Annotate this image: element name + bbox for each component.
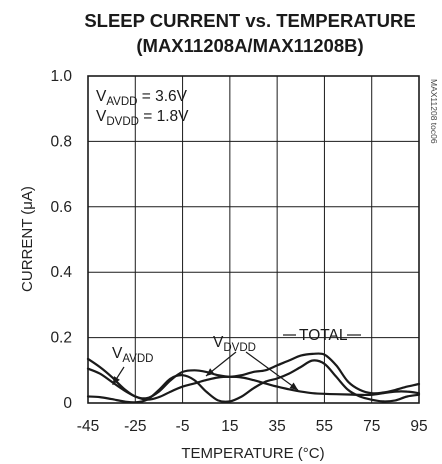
chart-title: SLEEP CURRENT vs. TEMPERATURE (84, 10, 415, 31)
series-line-vdvdd (86, 359, 421, 404)
x-tick-labels: -45 -25 -5 15 35 55 75 95 (77, 418, 428, 435)
label-vavdd: VAVDD (112, 345, 153, 365)
x-tick-label: 75 (363, 418, 380, 435)
label-vdvdd: VDVDD (213, 334, 256, 354)
x-tick-label: -45 (77, 418, 99, 435)
x-axis-label: TEMPERATURE (°C) (181, 445, 324, 462)
condition-vavdd: VAVDD = 3.6V (96, 88, 188, 108)
y-axis-label: CURRENT (μA) (19, 186, 36, 292)
arrow-vdvdd-left (205, 351, 237, 377)
series-labels: VAVDD VDVDD TOTAL (112, 327, 361, 391)
x-tick-label: -5 (176, 418, 190, 435)
y-tick-label: 0.4 (50, 264, 72, 281)
x-tick-label: 95 (410, 418, 427, 435)
series-line-total (86, 352, 421, 400)
x-tick-label: 55 (316, 418, 333, 435)
y-tick-label: 0.8 (50, 133, 72, 150)
x-tick-label: -25 (124, 418, 146, 435)
label-total: TOTAL (299, 327, 348, 344)
x-tick-label: 15 (221, 418, 238, 435)
plot-frame (87, 75, 420, 404)
y-tick-label: 0.6 (50, 199, 72, 216)
y-tick-label: 1.0 (50, 68, 72, 85)
y-tick-label: 0.2 (50, 330, 72, 347)
arrow-vavdd (112, 366, 125, 386)
y-tick-labels: 0 0.2 0.4 0.6 0.8 1.0 (50, 68, 72, 412)
arrow-vdvdd-right (245, 351, 299, 391)
chart-subtitle: (MAX11208A/MAX11208B) (136, 35, 363, 56)
series-line-vavdd (86, 367, 421, 401)
x-tick-label: 35 (269, 418, 286, 435)
figure-id-note: MAX11208 toc06 (429, 79, 439, 144)
y-tick-label: 0 (63, 395, 72, 412)
grid-lines (88, 76, 419, 403)
condition-vdvdd: VDVDD = 1.8V (96, 108, 189, 128)
data-series (86, 352, 421, 404)
